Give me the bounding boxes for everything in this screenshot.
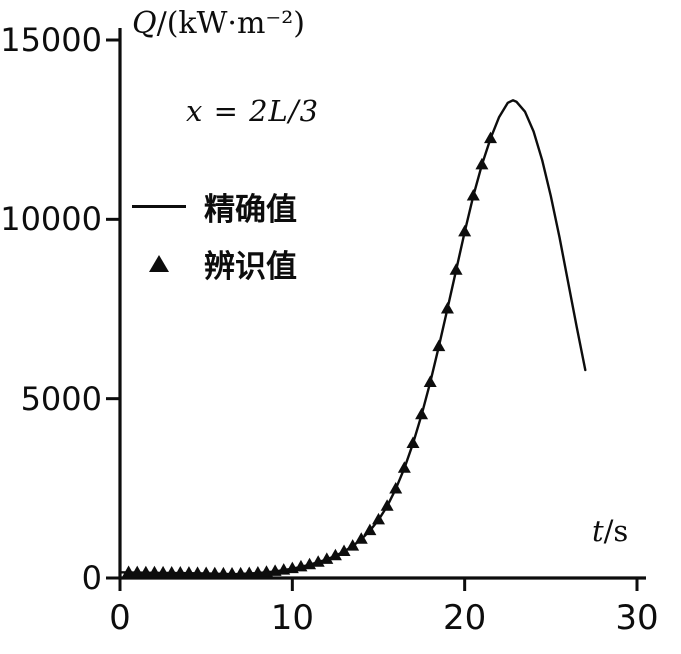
identified-marker [363,523,377,536]
y-axis-title-units: /(kW·m⁻²) [156,6,305,41]
identified-marker [372,512,385,525]
x-axis-title: t/s [592,514,628,548]
identified-marker [130,565,144,578]
identified-marker [199,566,213,579]
identified-marker [216,566,230,579]
legend-item-identified: 辨识值 [128,241,297,286]
position-annotation: x = 2L/3 [186,94,320,128]
identified-marker [406,436,420,448]
x-axis-title-symbol: t [592,514,604,548]
identified-marker [182,566,196,578]
exact-curve [118,99,587,576]
y-axis-title-symbol: Q [132,6,157,41]
identified-marker [354,532,368,544]
identified-marker [225,567,239,579]
legend-label-exact: 精确值 [204,192,297,228]
identified-marker [122,565,136,577]
x-tick-label: 20 [443,598,487,638]
identified-marker [423,375,437,388]
identified-marker [208,566,222,579]
identified-marker [466,189,480,201]
identified-marker [147,565,161,578]
x-tick-label: 30 [615,598,659,638]
identified-marker [328,548,342,561]
x-tick-label: 10 [270,598,314,638]
triangle-marker-icon [128,255,190,272]
legend-label-identified: 辨识值 [204,249,297,285]
identified-marker [251,565,265,578]
x-axis-title-units: /s [603,514,629,548]
identified-marker [475,157,489,170]
identified-marker [484,131,498,144]
identified-marker [415,407,429,420]
identified-marker [139,565,153,578]
y-axis-title: Q/(kW·m⁻²) [132,6,305,41]
line-marker-icon [128,205,190,208]
x-tick-label: 0 [109,598,131,638]
identified-marker [440,302,454,314]
legend-item-exact: 精确值 [128,184,297,229]
identified-marker [346,539,360,551]
identified-marker [173,566,187,578]
identified-marker [458,224,472,237]
identified-marker [449,263,463,275]
identified-marker [191,566,205,578]
y-tick-label: 0 [81,559,102,597]
identified-marker [432,339,446,352]
identified-marker [380,499,394,511]
identified-marker [242,566,256,579]
identified-marker [337,544,351,556]
y-tick-label: 15000 [0,21,102,59]
identified-marker [320,552,334,564]
legend: 精确值 辨识值 [128,184,297,286]
identified-marker [397,461,411,473]
identified-marker [234,566,248,579]
identified-marker [389,482,403,494]
identified-marker [156,565,170,578]
y-tick-label: 5000 [20,379,102,418]
y-tick-label: 10000 [0,200,102,239]
identified-marker [165,565,179,578]
